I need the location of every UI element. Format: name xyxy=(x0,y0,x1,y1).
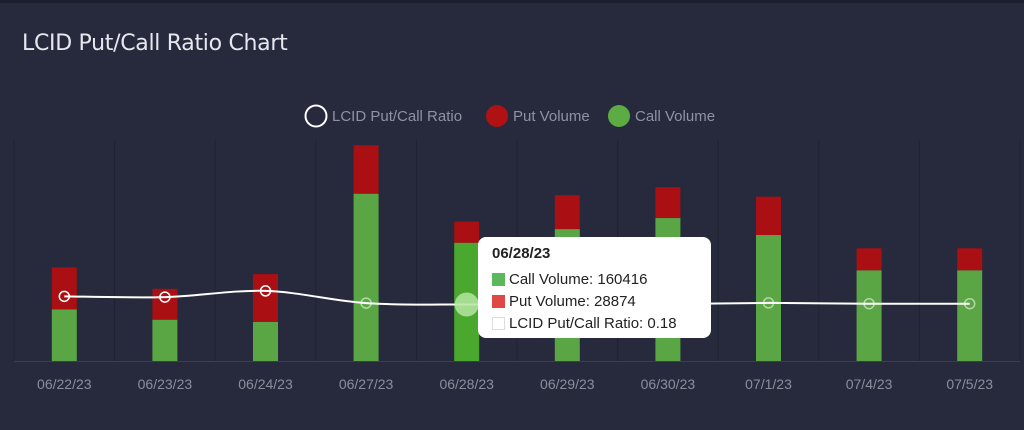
put-volume-bar[interactable] xyxy=(51,267,77,310)
ratio-swatch xyxy=(492,316,505,330)
put-volume-bar[interactable] xyxy=(353,145,379,194)
put-volume-bar[interactable] xyxy=(856,248,882,271)
call-volume-bar[interactable] xyxy=(152,319,178,361)
x-tick-label: 06/28/23 xyxy=(439,376,494,392)
ratio-point-highlight[interactable] xyxy=(454,292,479,317)
ratio-point[interactable] xyxy=(762,297,775,309)
put-volume-bar[interactable] xyxy=(152,288,178,320)
x-tick-label: 06/27/23 xyxy=(339,376,394,392)
ratio-point[interactable] xyxy=(58,290,71,303)
call-volume-bar[interactable] xyxy=(51,309,77,361)
legend-label[interactable]: Put Volume xyxy=(513,108,590,125)
call-volume-bar[interactable] xyxy=(957,270,983,361)
put-volume-bar[interactable] xyxy=(756,196,781,236)
x-tick-label: 06/29/23 xyxy=(540,376,595,392)
legend-put-icon[interactable] xyxy=(486,105,508,127)
tooltip-put-label: Put Volume: 28874 xyxy=(509,292,636,310)
tooltip-row-call: Call Volume: 160416 xyxy=(492,268,697,290)
chart-title: LCID Put/Call Ratio Chart xyxy=(22,31,288,56)
call-volume-bar[interactable] xyxy=(856,270,882,361)
call-volume-bar[interactable] xyxy=(353,193,379,361)
x-tick-label: 06/24/23 xyxy=(238,376,293,392)
put-volume-bar[interactable] xyxy=(957,248,983,271)
legend-ratio-icon[interactable] xyxy=(304,104,328,128)
legend-call-icon[interactable] xyxy=(608,105,630,127)
ratio-point[interactable] xyxy=(159,291,171,303)
put-volume-bar[interactable] xyxy=(253,274,278,322)
put-volume-bar[interactable] xyxy=(454,221,480,243)
ratio-point[interactable] xyxy=(360,297,372,309)
tooltip-call-label: Call Volume: 160416 xyxy=(509,270,648,288)
tooltip-date: 06/28/23 xyxy=(492,245,551,262)
x-tick-label: 06/23/23 xyxy=(138,376,193,392)
x-tick-label: 06/22/23 xyxy=(37,376,92,392)
tooltip-row-put: Put Volume: 28874 xyxy=(492,290,697,312)
ratio-point[interactable] xyxy=(863,297,875,310)
ratio-point[interactable] xyxy=(963,297,976,310)
call-swatch xyxy=(492,272,505,286)
tooltip-row-ratio: LCID Put/Call Ratio: 0.18 xyxy=(492,312,697,334)
tooltip-ratio-label: LCID Put/Call Ratio: 0.18 xyxy=(509,314,677,332)
x-tick-label: 07/1/23 xyxy=(745,376,792,392)
put-swatch xyxy=(492,294,505,308)
ratio-point[interactable] xyxy=(259,285,272,297)
put-volume-bar[interactable] xyxy=(655,187,681,219)
call-volume-bar[interactable] xyxy=(253,321,278,361)
tooltip: 06/28/23 Call Volume: 160416 Put Volume:… xyxy=(478,237,711,338)
x-tick-label: 06/30/23 xyxy=(641,376,696,392)
legend-label[interactable]: Call Volume xyxy=(635,108,715,125)
x-tick-label: 07/4/23 xyxy=(846,376,893,392)
legend-label[interactable]: LCID Put/Call Ratio xyxy=(332,108,462,125)
put-volume-bar[interactable] xyxy=(554,195,580,230)
x-tick-label: 07/5/23 xyxy=(946,376,993,392)
